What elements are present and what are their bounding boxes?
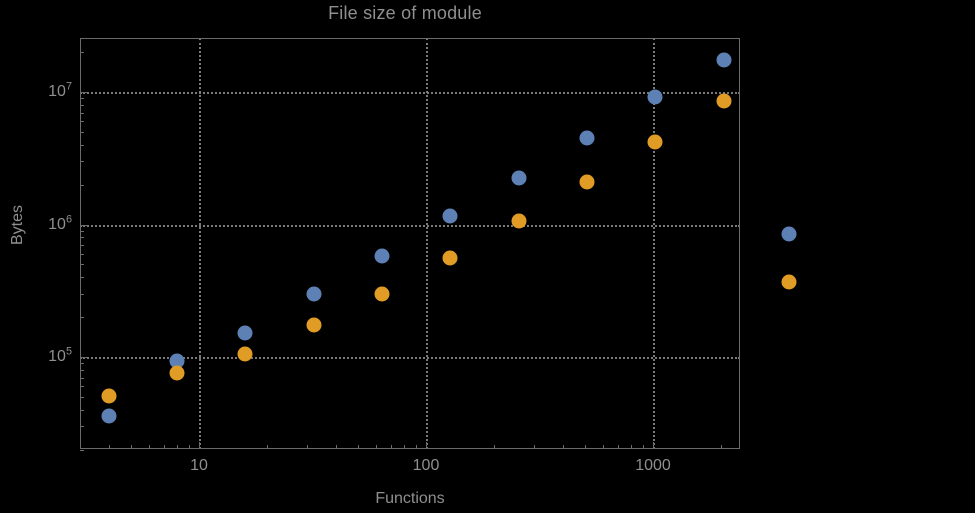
x-tick-label: 10: [190, 457, 208, 474]
offframe-data-point-blue: [781, 226, 797, 242]
y-tick-minor: [80, 293, 84, 295]
x-tick-minor: [188, 445, 190, 449]
x-tick-minor: [177, 445, 178, 449]
y-tick-minor: [80, 277, 84, 279]
data-point-blue: [716, 52, 732, 68]
x-tick-minor: [148, 445, 150, 449]
y-tick-minor: [80, 182, 84, 183]
y-tick-minor: [80, 377, 84, 379]
data-point-orange: [237, 346, 253, 362]
y-tick-minor: [80, 396, 84, 398]
y-tick-major: [80, 357, 87, 358]
x-tick-label: 1000: [635, 457, 671, 474]
data-point-orange: [306, 317, 322, 333]
gridline-vertical: [653, 38, 655, 449]
y-tick-minor: [80, 317, 84, 319]
data-point-blue: [237, 325, 253, 341]
x-tick-minor: [494, 445, 496, 449]
data-point-blue: [647, 89, 663, 105]
x-tick-major: [80, 66, 81, 73]
x-tick-major: [653, 442, 654, 449]
y-tick-minor: [80, 245, 84, 247]
y-tick-minor: [80, 409, 84, 411]
data-point-orange: [716, 93, 732, 109]
gridline-horizontal: [80, 224, 740, 227]
y-tick-minor: [80, 230, 84, 232]
data-point-blue: [374, 248, 390, 264]
gridline-vertical: [426, 38, 428, 449]
data-point-blue: [442, 208, 458, 224]
data-point-blue: [511, 170, 527, 186]
y-tick-label: 106: [48, 213, 72, 233]
y-tick-minor: [80, 52, 84, 54]
y-tick-label: 105: [48, 345, 72, 365]
x-tick-minor: [721, 445, 723, 449]
x-axis-label: Functions: [375, 490, 445, 507]
x-tick-minor: [390, 445, 392, 449]
x-tick-label: 100: [412, 457, 440, 474]
x-tick-minor: [267, 445, 269, 449]
y-tick-minor: [80, 363, 84, 365]
y-tick-minor: [80, 386, 84, 388]
y-tick-minor: [80, 161, 84, 163]
x-tick-major: [199, 442, 200, 449]
x-tick-minor: [163, 445, 165, 449]
x-tick-minor: [130, 445, 132, 449]
y-tick-major: [80, 224, 87, 226]
y-tick-minor: [80, 131, 84, 133]
y-tick-minor: [80, 253, 84, 255]
gridline-vertical: [199, 38, 201, 449]
x-tick-minor: [108, 445, 110, 449]
data-point-orange: [374, 286, 390, 302]
x-tick-major: [426, 442, 427, 449]
data-point-blue: [306, 286, 322, 302]
y-tick-minor: [80, 426, 84, 428]
y-tick-minor: [80, 104, 84, 106]
x-tick-minor: [534, 445, 536, 449]
data-point-orange: [101, 388, 117, 404]
chart-title: File size of module: [328, 3, 482, 23]
plot-area: [80, 38, 740, 451]
x-tick-minor: [415, 445, 417, 449]
data-point-orange: [579, 174, 595, 190]
y-tick-minor: [80, 112, 84, 114]
data-point-orange: [511, 213, 527, 229]
x-tick-minor: [335, 445, 337, 449]
x-tick-minor: [617, 445, 619, 449]
x-tick-minor: [631, 445, 632, 449]
x-tick-minor: [404, 445, 405, 449]
x-tick-minor: [562, 445, 564, 449]
y-tick-minor: [80, 184, 84, 186]
x-tick-major: [80, 105, 81, 112]
data-point-blue: [579, 130, 595, 146]
x-tick-minor: [375, 445, 377, 449]
x-tick-minor: [642, 445, 644, 449]
x-tick-minor: [584, 445, 586, 449]
gridline-horizontal: [80, 92, 740, 94]
data-point-orange: [647, 134, 663, 150]
y-tick-minor: [80, 369, 84, 371]
y-tick-minor: [80, 121, 84, 123]
y-tick-minor: [80, 264, 84, 266]
data-point-orange: [169, 365, 185, 381]
x-tick-minor: [80, 445, 82, 449]
y-tick-minor: [80, 144, 84, 146]
x-tick-minor: [307, 445, 309, 449]
x-tick-minor: [602, 445, 604, 449]
y-tick-minor: [80, 449, 84, 451]
y-axis-label: Bytes: [9, 205, 26, 246]
y-tick-label: 107: [48, 80, 72, 100]
data-point-blue: [101, 408, 117, 424]
axis-ticks: [80, 38, 740, 451]
data-point-blue: [169, 353, 185, 369]
y-tick-minor: [80, 237, 84, 239]
offframe-data-point-orange: [781, 274, 797, 290]
x-tick-minor: [357, 445, 359, 449]
y-tick-major: [80, 92, 87, 93]
y-tick-minor: [80, 98, 84, 100]
data-point-orange: [442, 250, 458, 266]
gridline-horizontal: [80, 357, 740, 359]
